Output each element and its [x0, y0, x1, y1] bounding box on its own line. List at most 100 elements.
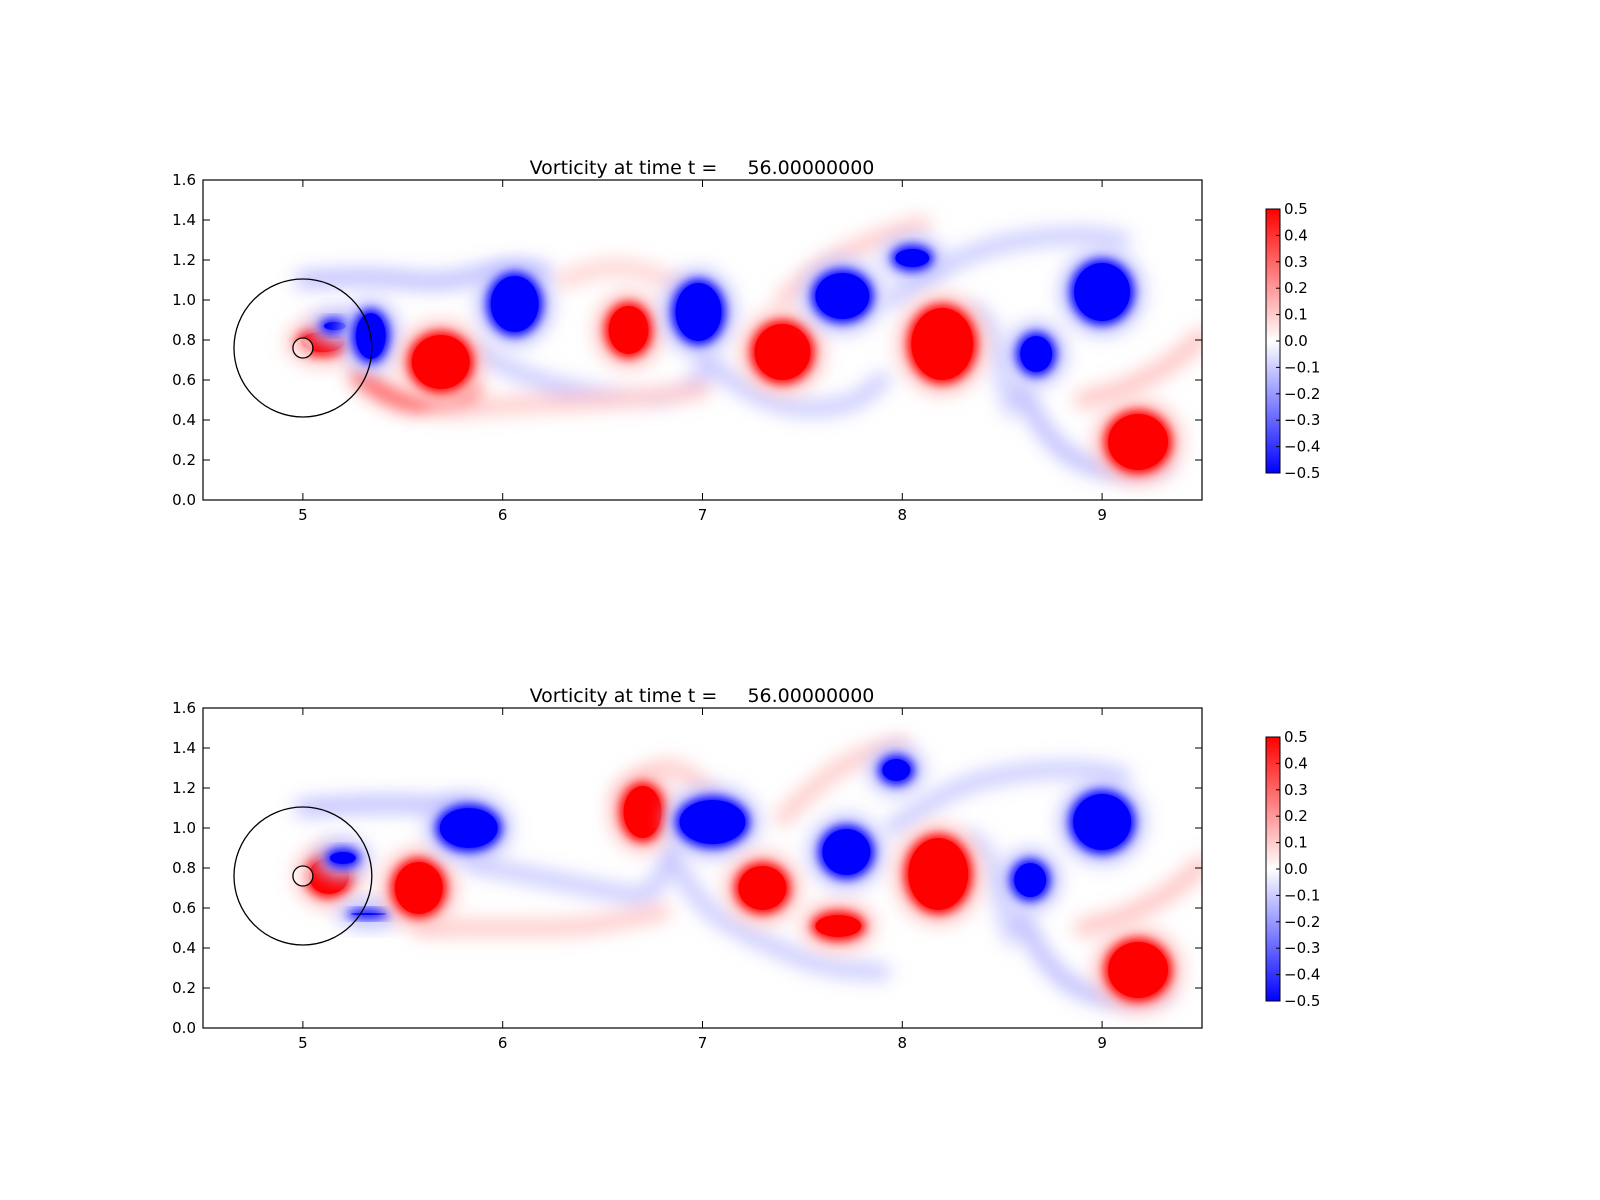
y-tick-label: 0.2	[172, 979, 196, 997]
y-tick-label: 1.0	[172, 291, 196, 309]
axes: 5 6 7 8 9 0.0 0.2 0.4 0.6 0.8 1.0 1.2 1.4 1.6	[172, 699, 1203, 1052]
positive-vortex	[894, 824, 983, 924]
colorbar-tick-label: −0.2	[1284, 385, 1320, 403]
positive-vortex	[897, 294, 988, 394]
colorbar-tick-label: 0.4	[1284, 226, 1308, 244]
domain-boundary-circle	[233, 278, 373, 418]
colorbar-tick-label: 0.3	[1284, 253, 1308, 271]
colorbar-tick-label: 0.1	[1284, 306, 1308, 324]
chart-title: Vorticity at time t = 56.00000000	[530, 157, 875, 179]
colorbar-tick-label: −0.4	[1284, 966, 1320, 984]
positive-vortex	[1094, 928, 1183, 1012]
x-tick-label: 9	[1097, 1034, 1107, 1052]
shear-layer	[884, 761, 1131, 836]
negative-vortex	[315, 838, 370, 878]
positive-vortex	[397, 321, 484, 403]
vortex-cores	[294, 745, 1183, 1012]
positive-vortex	[594, 292, 663, 368]
colorbar-tick-label: 0.3	[1284, 781, 1308, 799]
negative-vortex	[425, 794, 512, 862]
colorbar-tick-label: −0.3	[1284, 939, 1320, 957]
colorbar-tick-label: 0.4	[1284, 754, 1308, 772]
negative-vortex	[1060, 249, 1145, 335]
colorbar-tick-label: −0.5	[1284, 992, 1320, 1010]
negative-vortex	[1006, 322, 1067, 386]
y-tick-label: 1.6	[172, 699, 196, 717]
x-tick-label: 8	[898, 506, 908, 524]
negative-vortex	[808, 815, 885, 889]
positive-vortex	[380, 848, 457, 928]
shear-layer	[414, 904, 671, 936]
negative-vortex	[881, 235, 944, 281]
shear-layer	[964, 830, 1021, 946]
x-tick-label: 5	[298, 1034, 308, 1052]
positive-vortex	[609, 772, 676, 852]
x-tick-label: 6	[498, 506, 508, 524]
colorbar-tick-label: −0.3	[1284, 411, 1320, 429]
y-tick-label: 1.4	[172, 211, 196, 229]
colorbar-tick-label: 0.5	[1284, 200, 1308, 218]
colorbar: 0.5 0.4 0.3 0.2 0.1 0.0 −0.1 −0.2 −0.3 −0.4 −0.5	[1265, 200, 1320, 482]
y-tick-label: 1.4	[172, 739, 196, 757]
positive-vortex	[740, 310, 825, 394]
shear-layer	[464, 840, 681, 904]
negative-vortex	[661, 269, 736, 355]
vorticity-panel-top: Vorticity at time t = 56.00000000 5 6 7 8 9 0…	[172, 157, 1320, 524]
colorbar-tick-label: −0.4	[1284, 438, 1320, 456]
y-tick-label: 1.6	[172, 171, 196, 189]
x-tick-label: 7	[698, 506, 708, 524]
y-tick-label: 1.0	[172, 819, 196, 837]
cylinder-body	[292, 337, 314, 359]
negative-vortex	[868, 745, 925, 795]
colorbar: 0.5 0.4 0.3 0.2 0.1 0.0 −0.1 −0.2 −0.3 −0.4 −0.5	[1265, 728, 1320, 1010]
shear-layer	[664, 850, 891, 980]
positive-vortex	[801, 901, 876, 951]
colorbar-tick-label: −0.2	[1284, 913, 1320, 931]
shear-layer	[694, 348, 891, 417]
y-tick-label: 0.4	[172, 411, 196, 429]
shear-layer	[434, 382, 711, 418]
chart-title: Vorticity at time t = 56.00000000	[530, 685, 875, 707]
axes: 5 6 7 8 9 0.0 0.2 0.4 0.6 0.8 1.0 1.2 1.4 1.6	[172, 171, 1203, 524]
colorbar-tick-label: 0.0	[1284, 332, 1308, 350]
y-tick-label: 0.8	[172, 331, 196, 349]
y-tick-label: 0.2	[172, 451, 196, 469]
shear-layer	[1074, 328, 1202, 408]
colorbar-tick-label: −0.5	[1284, 464, 1320, 482]
y-tick-label: 0.8	[172, 859, 196, 877]
y-tick-label: 0.0	[172, 1019, 196, 1037]
negative-vortex	[1059, 780, 1146, 864]
negative-vortex	[336, 899, 401, 929]
colorbar-tick-label: −0.1	[1284, 358, 1320, 376]
colorbar-tick-label: −0.1	[1284, 886, 1320, 904]
vorticity-panel-bottom: Vorticity at time t = 56.00000000 5 6 7 8 9 0…	[172, 685, 1320, 1052]
shear-layer	[774, 736, 911, 826]
colorbar-tick-label: 0.2	[1284, 807, 1308, 825]
shear-layer	[554, 259, 711, 308]
vorticity-field	[203, 708, 1202, 1028]
colorbar-tick-label: 0.2	[1284, 279, 1308, 297]
shear-layer	[884, 227, 1131, 308]
shear-layer	[294, 262, 551, 290]
y-tick-label: 1.2	[172, 251, 196, 269]
vortex-cores	[286, 235, 1183, 484]
shear-layer	[1074, 856, 1202, 936]
colorbar-tick-label: 0.0	[1284, 860, 1308, 878]
domain-boundary-circle	[233, 806, 373, 946]
negative-vortex	[665, 786, 760, 858]
positive-vortex	[1094, 400, 1183, 484]
cylinder-body	[292, 865, 314, 887]
colorbar-tick-label: 0.1	[1284, 834, 1308, 852]
negative-vortex	[801, 259, 884, 333]
x-tick-label: 5	[298, 506, 308, 524]
positive-vortex	[724, 852, 801, 924]
y-tick-label: 0.4	[172, 939, 196, 957]
vorticity-field	[203, 180, 1202, 500]
negative-vortex	[1000, 849, 1061, 911]
negative-vortex	[476, 262, 553, 346]
y-tick-label: 0.0	[172, 491, 196, 509]
x-tick-label: 7	[698, 1034, 708, 1052]
x-tick-label: 6	[498, 1034, 508, 1052]
y-tick-label: 0.6	[172, 371, 196, 389]
